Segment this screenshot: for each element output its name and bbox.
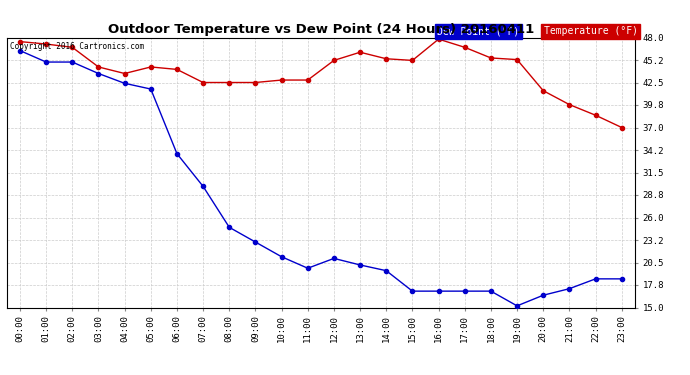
Title: Outdoor Temperature vs Dew Point (24 Hours) 20160411: Outdoor Temperature vs Dew Point (24 Hou… bbox=[108, 23, 534, 36]
Text: Temperature (°F): Temperature (°F) bbox=[544, 26, 638, 36]
Text: Dew Point (°F): Dew Point (°F) bbox=[437, 26, 520, 36]
Text: Copyright 2016 Cartronics.com: Copyright 2016 Cartronics.com bbox=[10, 42, 144, 51]
